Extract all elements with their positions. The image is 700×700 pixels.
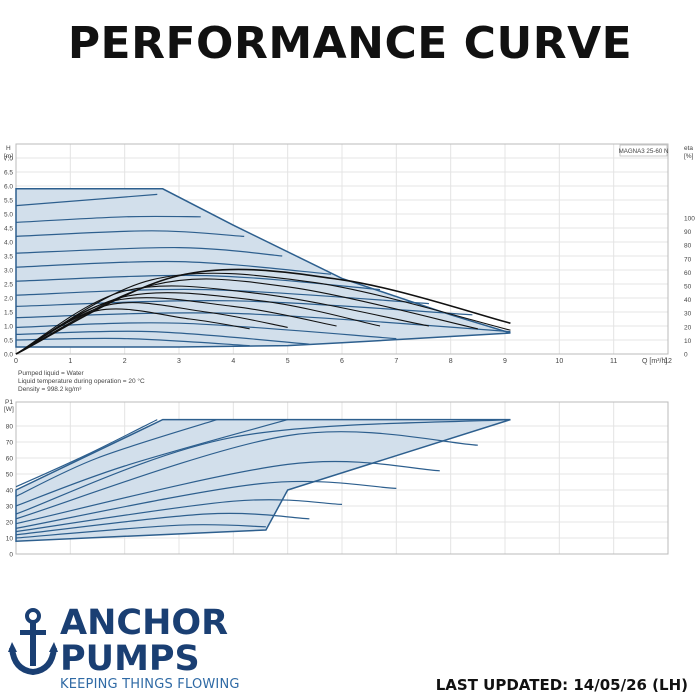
model-label: MAGNA3 25-60 N — [619, 148, 669, 155]
power-curve — [15, 419, 218, 497]
speed-curve — [15, 193, 158, 207]
model-label-box — [619, 144, 668, 157]
speed-curve — [15, 260, 332, 275]
x-tick-label: 6 — [340, 358, 344, 365]
speed-curve — [15, 312, 511, 333]
power-curve — [15, 419, 158, 488]
x-tick-label: 7 — [394, 358, 398, 365]
x-tick-label: 12 — [664, 358, 672, 365]
y-tick-label: 50 — [6, 472, 14, 479]
y-tick-label: 5.0 — [4, 212, 13, 219]
power-curve — [15, 419, 511, 515]
x-tick-label: 4 — [231, 358, 235, 365]
y2-tick-label: 100 — [684, 216, 695, 223]
y-tick-label: 1.5 — [4, 310, 13, 317]
speed-curve — [15, 300, 473, 316]
speed-curve — [15, 230, 245, 237]
speed-curve — [15, 215, 201, 223]
y-tick-label: 0 — [9, 552, 13, 559]
y2-axis-unit: [%] — [684, 153, 694, 160]
y-tick-label: 6.0 — [4, 184, 13, 191]
x-tick-label: 11 — [610, 358, 617, 365]
x-tick-label: 5 — [286, 358, 290, 365]
efficiency-curve — [15, 297, 337, 355]
y-tick-label: 20 — [6, 520, 14, 527]
y2-tick-label: 60 — [684, 270, 692, 277]
liquid-note: Pumped liquid = Water — [18, 370, 85, 377]
efficiency-curve — [15, 278, 478, 355]
y-tick-label: 2.5 — [4, 282, 13, 289]
y2-tick-label: 30 — [684, 311, 692, 318]
y2-tick-label: 0 — [684, 352, 688, 359]
brand-tagline: KEEPING THINGS FLOWING — [60, 677, 240, 692]
efficiency-curve — [15, 308, 250, 355]
y-tick-label: 80 — [6, 424, 14, 431]
y-tick-label: 5.5 — [4, 198, 13, 205]
page-title: PERFORMANCE CURVE — [67, 18, 633, 69]
power-curve — [15, 431, 478, 520]
liquid-note: Liquid temperature during operation = 20… — [18, 377, 145, 385]
speed-curve — [15, 246, 283, 257]
power-curve — [15, 499, 343, 533]
y-tick-label: 3.0 — [4, 268, 13, 275]
x-tick-label: 2 — [123, 358, 127, 365]
y2-tick-label: 10 — [684, 338, 692, 345]
y2-tick-label: 40 — [684, 297, 692, 304]
y2-tick-label: 70 — [684, 256, 692, 263]
power-curve — [15, 460, 440, 525]
speed-curve — [15, 274, 381, 291]
y-axis-unit: [W] — [4, 406, 14, 413]
y-tick-label: 10 — [6, 536, 14, 543]
power-curve — [15, 480, 397, 529]
brand-line-2: PUMPS — [60, 639, 200, 679]
x-tick-label: 9 — [503, 358, 507, 365]
y-axis-label: H — [6, 145, 11, 152]
y-tick-label: 6.5 — [4, 170, 13, 177]
efficiency-curve — [15, 285, 430, 355]
y-tick-label: 4.0 — [4, 240, 13, 247]
y2-axis-label: eta — [684, 145, 693, 152]
power-envelope — [15, 418, 511, 542]
plot-frame-bottom — [15, 401, 669, 555]
y-tick-label: 30 — [6, 504, 14, 511]
y2-tick-label: 20 — [684, 324, 692, 331]
y-axis-unit: [m] — [4, 153, 13, 160]
y-axis-label: P1 — [5, 399, 13, 406]
power-curve — [15, 419, 288, 507]
y-tick-label: 3.5 — [4, 254, 13, 261]
liquid-note: Density = 998.2 kg/m³ — [18, 386, 82, 393]
efficiency-curve — [15, 268, 511, 355]
y-tick-label: 40 — [6, 488, 14, 495]
power-curve — [15, 512, 310, 536]
x-tick-label: 10 — [555, 358, 563, 365]
y-tick-label: 0.5 — [4, 338, 13, 345]
y2-tick-label: 50 — [684, 284, 692, 291]
last-updated: LAST UPDATED: 14/05/26 (LH) — [435, 676, 688, 694]
y-tick-label: 0.0 — [4, 352, 13, 359]
y2-tick-label: 80 — [684, 243, 692, 250]
x-tick-label: 1 — [68, 358, 72, 365]
x-axis-label: Q [m³/h] — [642, 358, 667, 365]
power-curve — [15, 524, 266, 539]
speed-curve — [15, 288, 429, 305]
y-tick-label: 7.0 — [4, 156, 13, 163]
anchor-icon — [8, 608, 58, 676]
y2-tick-label: 90 — [684, 229, 692, 236]
y-tick-label: 1.0 — [4, 324, 13, 331]
x-tick-label: 3 — [177, 358, 181, 365]
x-tick-label: 0 — [14, 358, 18, 365]
y-tick-label: 70 — [6, 440, 14, 447]
x-tick-label: 8 — [449, 358, 453, 365]
efficiency-curve — [15, 272, 511, 355]
y-tick-label: 60 — [6, 456, 14, 463]
y-tick-label: 4.5 — [4, 226, 13, 233]
y-tick-label: 2.0 — [4, 296, 13, 303]
brand-line-1: ANCHOR — [60, 603, 229, 643]
